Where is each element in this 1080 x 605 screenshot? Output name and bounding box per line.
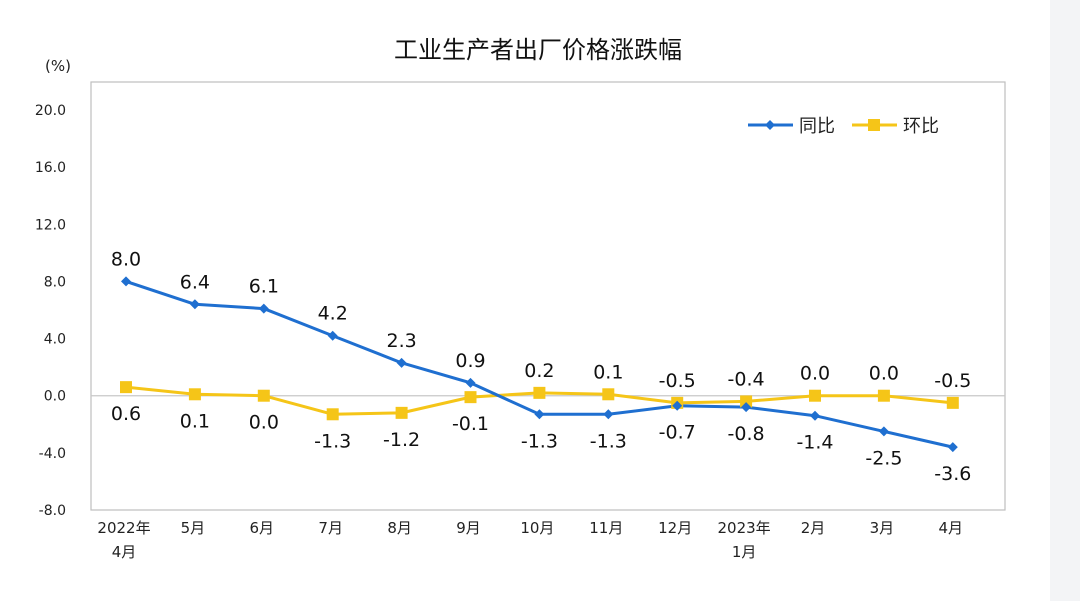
- x-tick-label: 2023年: [718, 519, 771, 537]
- yoy-data-label: 0.9: [455, 350, 485, 372]
- right-edge-strip: [1050, 0, 1080, 601]
- x-tick-label: 4月: [939, 519, 964, 537]
- mom-marker: [464, 391, 477, 404]
- yoy-data-label: -3.6: [934, 463, 971, 485]
- y-tick-label: -4.0: [39, 446, 66, 462]
- mom-marker: [326, 408, 339, 421]
- mom-data-label: 0.0: [800, 363, 830, 385]
- x-tick-label: 4月: [112, 543, 137, 561]
- yoy-marker: [947, 442, 958, 453]
- x-tick-label: 7月: [318, 519, 343, 537]
- yoy-data-label: 8.0: [111, 248, 141, 270]
- y-tick-label: 12.0: [35, 217, 66, 233]
- yoy-data-label: 2.3: [386, 330, 416, 352]
- yoy-data-label: -1.3: [521, 430, 558, 452]
- legend: 同比 环比: [748, 116, 939, 137]
- x-tick-label: 6月: [250, 519, 275, 537]
- y-tick-label: 16.0: [35, 160, 66, 176]
- yoy-marker: [258, 303, 269, 314]
- mom-data-label: -0.5: [934, 370, 971, 392]
- x-tick-labels: 2022年 4月 5月 6月 7月 8月 9月 10月 11月 12月 2023年 1月 2月 3月 4月: [97, 519, 963, 561]
- mom-marker: [946, 396, 959, 409]
- x-tick-label: 3月: [870, 519, 895, 537]
- mom-marker: [602, 388, 615, 401]
- yoy-marker: [672, 400, 683, 411]
- x-tick-label: 1月: [732, 543, 757, 561]
- y-tick-label: 0.0: [44, 389, 66, 405]
- mom-marker: [257, 389, 270, 402]
- data-labels: 8.0 6.4 6.1 4.2 2.3 0.9 -1.3 -1.3 -0.7 -0.8 -1.4 -2…: [111, 248, 971, 485]
- x-tick-label: 9月: [456, 519, 481, 537]
- yoy-marker: [189, 299, 200, 310]
- yoy-marker: [878, 426, 889, 437]
- x-tick-label: 10月: [520, 519, 554, 537]
- yoy-data-label: -1.3: [590, 430, 627, 452]
- x-tick-label: 11月: [589, 519, 623, 537]
- mom-data-label: -0.1: [452, 413, 489, 435]
- mom-data-label: 0.1: [180, 410, 210, 432]
- yoy-marker: [603, 409, 614, 420]
- y-tick-label: 8.0: [44, 274, 66, 290]
- y-tick-label: 4.0: [44, 332, 66, 348]
- mom-data-label: 0.1: [593, 361, 623, 383]
- yoy-marker: [810, 410, 820, 421]
- x-tick-label: 2月: [801, 519, 826, 537]
- mom-marker: [188, 388, 201, 401]
- mom-data-label: 0.2: [524, 360, 554, 382]
- yoy-data-label: 6.4: [180, 271, 210, 293]
- y-tick-labels: 20.0 16.0 12.0 8.0 4.0 0.0 -4.0 -8.0: [35, 103, 66, 519]
- mom-data-label: -0.4: [728, 368, 765, 390]
- mom-marker: [877, 389, 890, 402]
- y-axis-unit-label: (%): [45, 57, 71, 75]
- yoy-data-label: -0.8: [728, 423, 765, 445]
- mom-marker: [395, 406, 408, 419]
- plot-area: [90, 81, 1006, 511]
- mom-marker: [740, 395, 753, 408]
- yoy-marker: [396, 357, 407, 368]
- y-tick-label: -8.0: [39, 503, 66, 519]
- mom-data-label: 0.0: [869, 363, 899, 385]
- yoy-marker: [327, 330, 338, 341]
- mom-data-label: 0.6: [111, 403, 141, 425]
- yoy-data-label: -2.5: [865, 447, 902, 469]
- legend-mom-marker: [868, 119, 880, 131]
- yoy-data-label: 4.2: [318, 303, 348, 325]
- yoy-marker: [121, 276, 131, 287]
- mom-marker: [533, 386, 546, 399]
- mom-data-label: 0.0: [249, 412, 279, 434]
- series-markers: [120, 276, 959, 453]
- yoy-marker: [741, 402, 752, 413]
- chart-title: 工业生产者出厂价格涨跌幅: [394, 36, 682, 64]
- mom-data-label: -1.3: [314, 430, 351, 452]
- yoy-marker: [465, 377, 476, 388]
- x-tick-label: 5月: [181, 519, 206, 537]
- y-tick-label: 20.0: [35, 103, 66, 119]
- yoy-data-label: -1.4: [796, 432, 833, 454]
- legend-yoy-marker: [765, 120, 775, 130]
- mom-data-label: -1.2: [383, 429, 420, 451]
- x-tick-label: 8月: [387, 519, 412, 537]
- yoy-marker: [534, 409, 545, 420]
- yoy-data-label: -0.7: [659, 422, 696, 444]
- legend-mom-label: 环比: [903, 116, 939, 137]
- x-tick-label: 2022年: [97, 519, 150, 537]
- mom-marker: [809, 389, 821, 402]
- yoy-data-label: 6.1: [249, 276, 279, 298]
- mom-data-label: -0.5: [659, 370, 696, 392]
- x-tick-label: 12月: [658, 519, 692, 537]
- mom-marker: [120, 381, 132, 394]
- legend-yoy-label: 同比: [799, 116, 835, 137]
